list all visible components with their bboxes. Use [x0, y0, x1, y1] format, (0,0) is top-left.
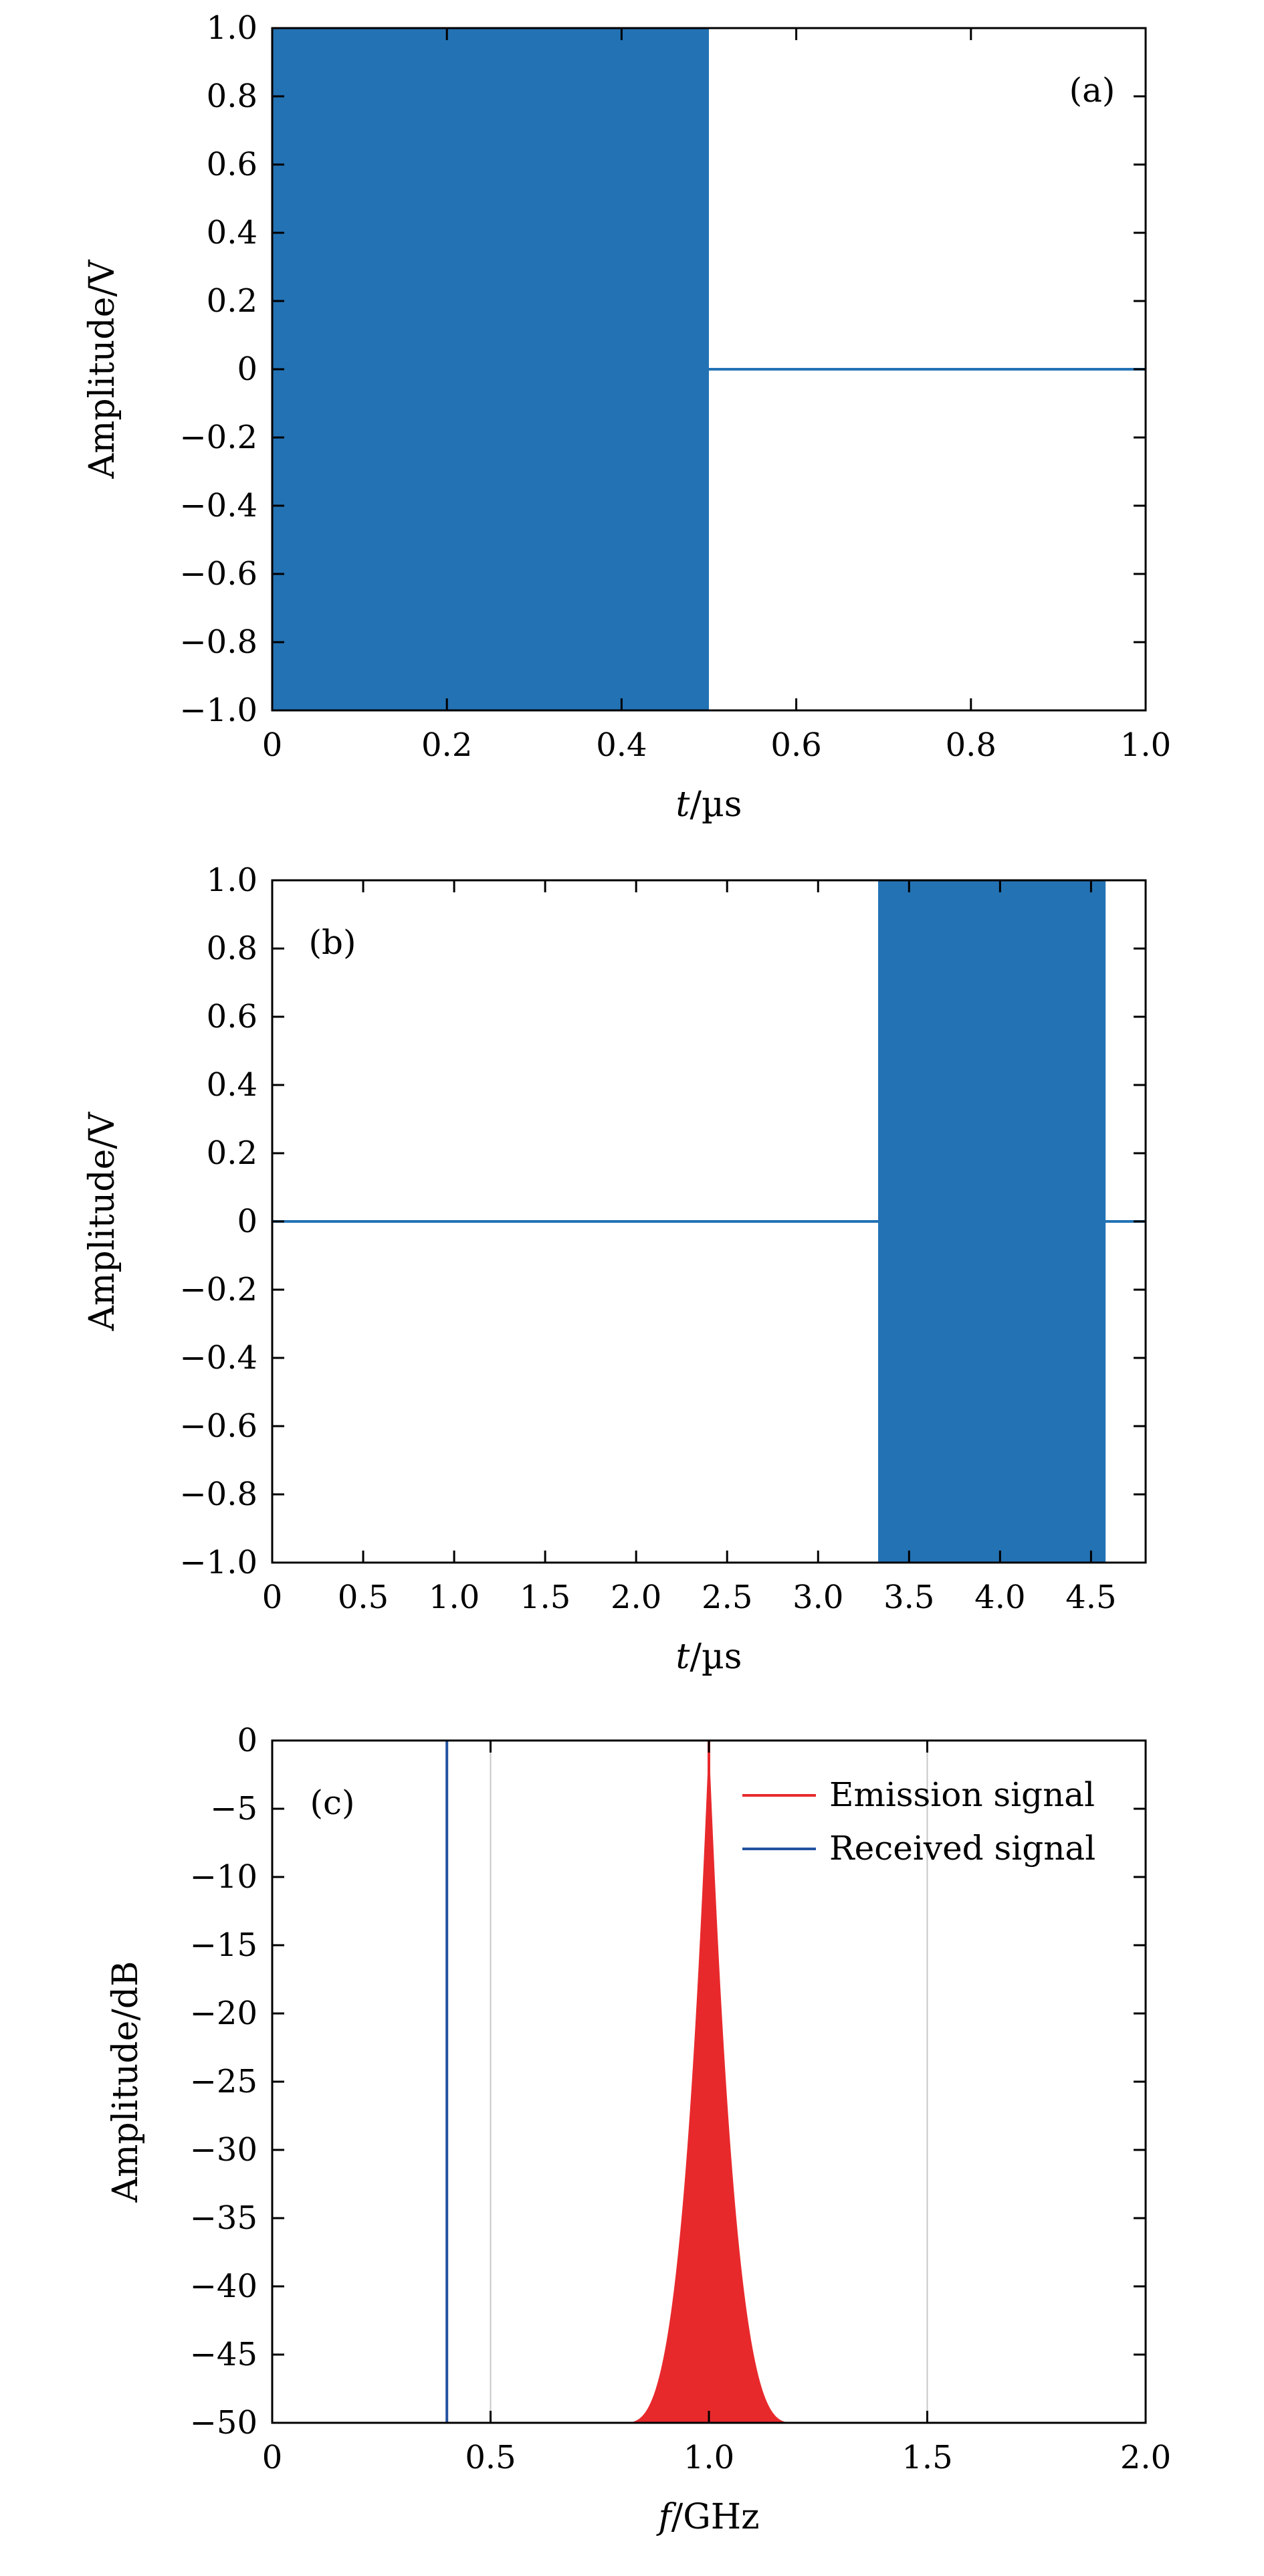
x-axis-unit: /µs	[690, 785, 742, 825]
x-tick-label: 1.0	[429, 1579, 480, 1616]
legend-label: Received signal	[829, 1829, 1095, 1868]
x-axis-label: t/µs	[676, 785, 742, 825]
x-tick-label: 1.5	[520, 1579, 570, 1616]
x-tick-label: 0.4	[596, 726, 647, 764]
y-tick-label: −5	[210, 1790, 257, 1827]
x-axis-variable: t	[676, 1637, 690, 1677]
x-tick-label: 1.0	[1120, 726, 1171, 764]
signal-burst	[878, 880, 1106, 1563]
y-tick-label: −45	[190, 2336, 257, 2373]
x-tick-label: 0	[262, 1579, 283, 1616]
y-tick-label: 0	[237, 351, 257, 388]
x-tick-label: 3.0	[793, 1579, 843, 1616]
x-axis-unit: /GHz	[671, 2497, 760, 2537]
legend-label: Emission signal	[829, 1775, 1095, 1814]
x-axis-label: t/µs	[676, 1637, 742, 1677]
x-tick-label: 0	[262, 2439, 283, 2476]
y-tick-label: −0.4	[179, 487, 257, 524]
x-tick-label: 1.5	[902, 2439, 952, 2476]
y-axis-label: Amplitude/dB	[106, 1961, 146, 2203]
y-tick-label: 0.6	[207, 998, 257, 1035]
y-tick-label: 0.8	[207, 930, 257, 967]
y-tick-label: −10	[190, 1858, 257, 1896]
y-tick-label: 0.2	[207, 1134, 257, 1172]
chart-panel-b: 0 0.5 1.0 1.5 2.0 2.5 3.0 3.5 4.0 4.5 1.0 0.8 0.6 0.4…	[82, 862, 1147, 1677]
y-tick-label: −0.6	[179, 1407, 257, 1445]
x-tick-label: 0.2	[421, 726, 472, 764]
x-tick-label: 1.0	[683, 2439, 734, 2476]
y-tick-label: 1.0	[207, 862, 257, 899]
y-tick-label: 0.4	[207, 214, 257, 252]
y-tick-label: 0.8	[207, 78, 257, 115]
x-tick-label: 3.5	[883, 1579, 934, 1616]
y-tick-label: −40	[190, 2268, 257, 2305]
y-tick-label: −0.8	[179, 1476, 257, 1513]
x-tick-label: 0.8	[946, 726, 996, 764]
y-tick-label: −35	[190, 2199, 257, 2237]
y-tick-label: 0	[237, 1203, 257, 1240]
y-tick-label: 0.4	[207, 1066, 257, 1104]
y-tick-label: −0.8	[179, 623, 257, 661]
y-tick-label: 0.2	[207, 282, 257, 320]
x-tick-label: 4.0	[974, 1579, 1025, 1616]
y-tick-label: −1.0	[179, 692, 257, 729]
panel-label: (b)	[308, 923, 356, 962]
x-tick-label: 2.5	[702, 1579, 752, 1616]
x-axis-label: f/GHz	[655, 2497, 759, 2537]
x-tick-label: 0.5	[338, 1579, 389, 1616]
signal-burst	[272, 28, 709, 710]
y-tick-label: −1.0	[179, 1544, 257, 1581]
x-tick-label: 0	[262, 726, 283, 764]
y-tick-label: −50	[190, 2404, 257, 2442]
x-tick-label: 2.0	[611, 1579, 661, 1616]
y-tick-label: −0.2	[179, 1271, 257, 1308]
x-tick-label: 0.6	[770, 726, 821, 764]
y-tick-label: −15	[190, 1926, 257, 1964]
y-tick-label: −0.6	[179, 555, 257, 593]
x-tick-label: 2.0	[1120, 2439, 1171, 2476]
y-tick-label: −0.2	[179, 419, 257, 456]
panel-label: (c)	[310, 1783, 354, 1822]
y-axis-label: Amplitude/V	[82, 1111, 122, 1331]
chart-panel-c: 0 0.5 1.0 1.5 2.0 0 −5 −10 −15 −20 −25 −30 −35 −40 −45…	[106, 1722, 1171, 2537]
y-tick-label: 0.6	[207, 146, 257, 183]
y-tick-label: −20	[190, 1995, 257, 2032]
y-tick-label: −0.4	[179, 1339, 257, 1377]
y-tick-label: 0	[237, 1722, 257, 1759]
x-tick-label: 4.5	[1065, 1579, 1116, 1616]
x-axis-unit: /µs	[690, 1637, 742, 1677]
y-tick-label: −30	[190, 2131, 257, 2169]
y-tick-label: 1.0	[207, 9, 257, 47]
x-tick-label: 0.5	[465, 2439, 516, 2476]
y-tick-label: −25	[190, 2063, 257, 2100]
x-axis-variable: t	[676, 785, 690, 825]
y-axis-label: Amplitude/V	[82, 259, 122, 479]
chart-panel-a: 0 0.2 0.4 0.6 0.8 1.0 1.0 0.8 0.6 0.4 0.2 0 −0.2 −0.4…	[82, 9, 1171, 825]
panel-label: (a)	[1069, 71, 1116, 110]
